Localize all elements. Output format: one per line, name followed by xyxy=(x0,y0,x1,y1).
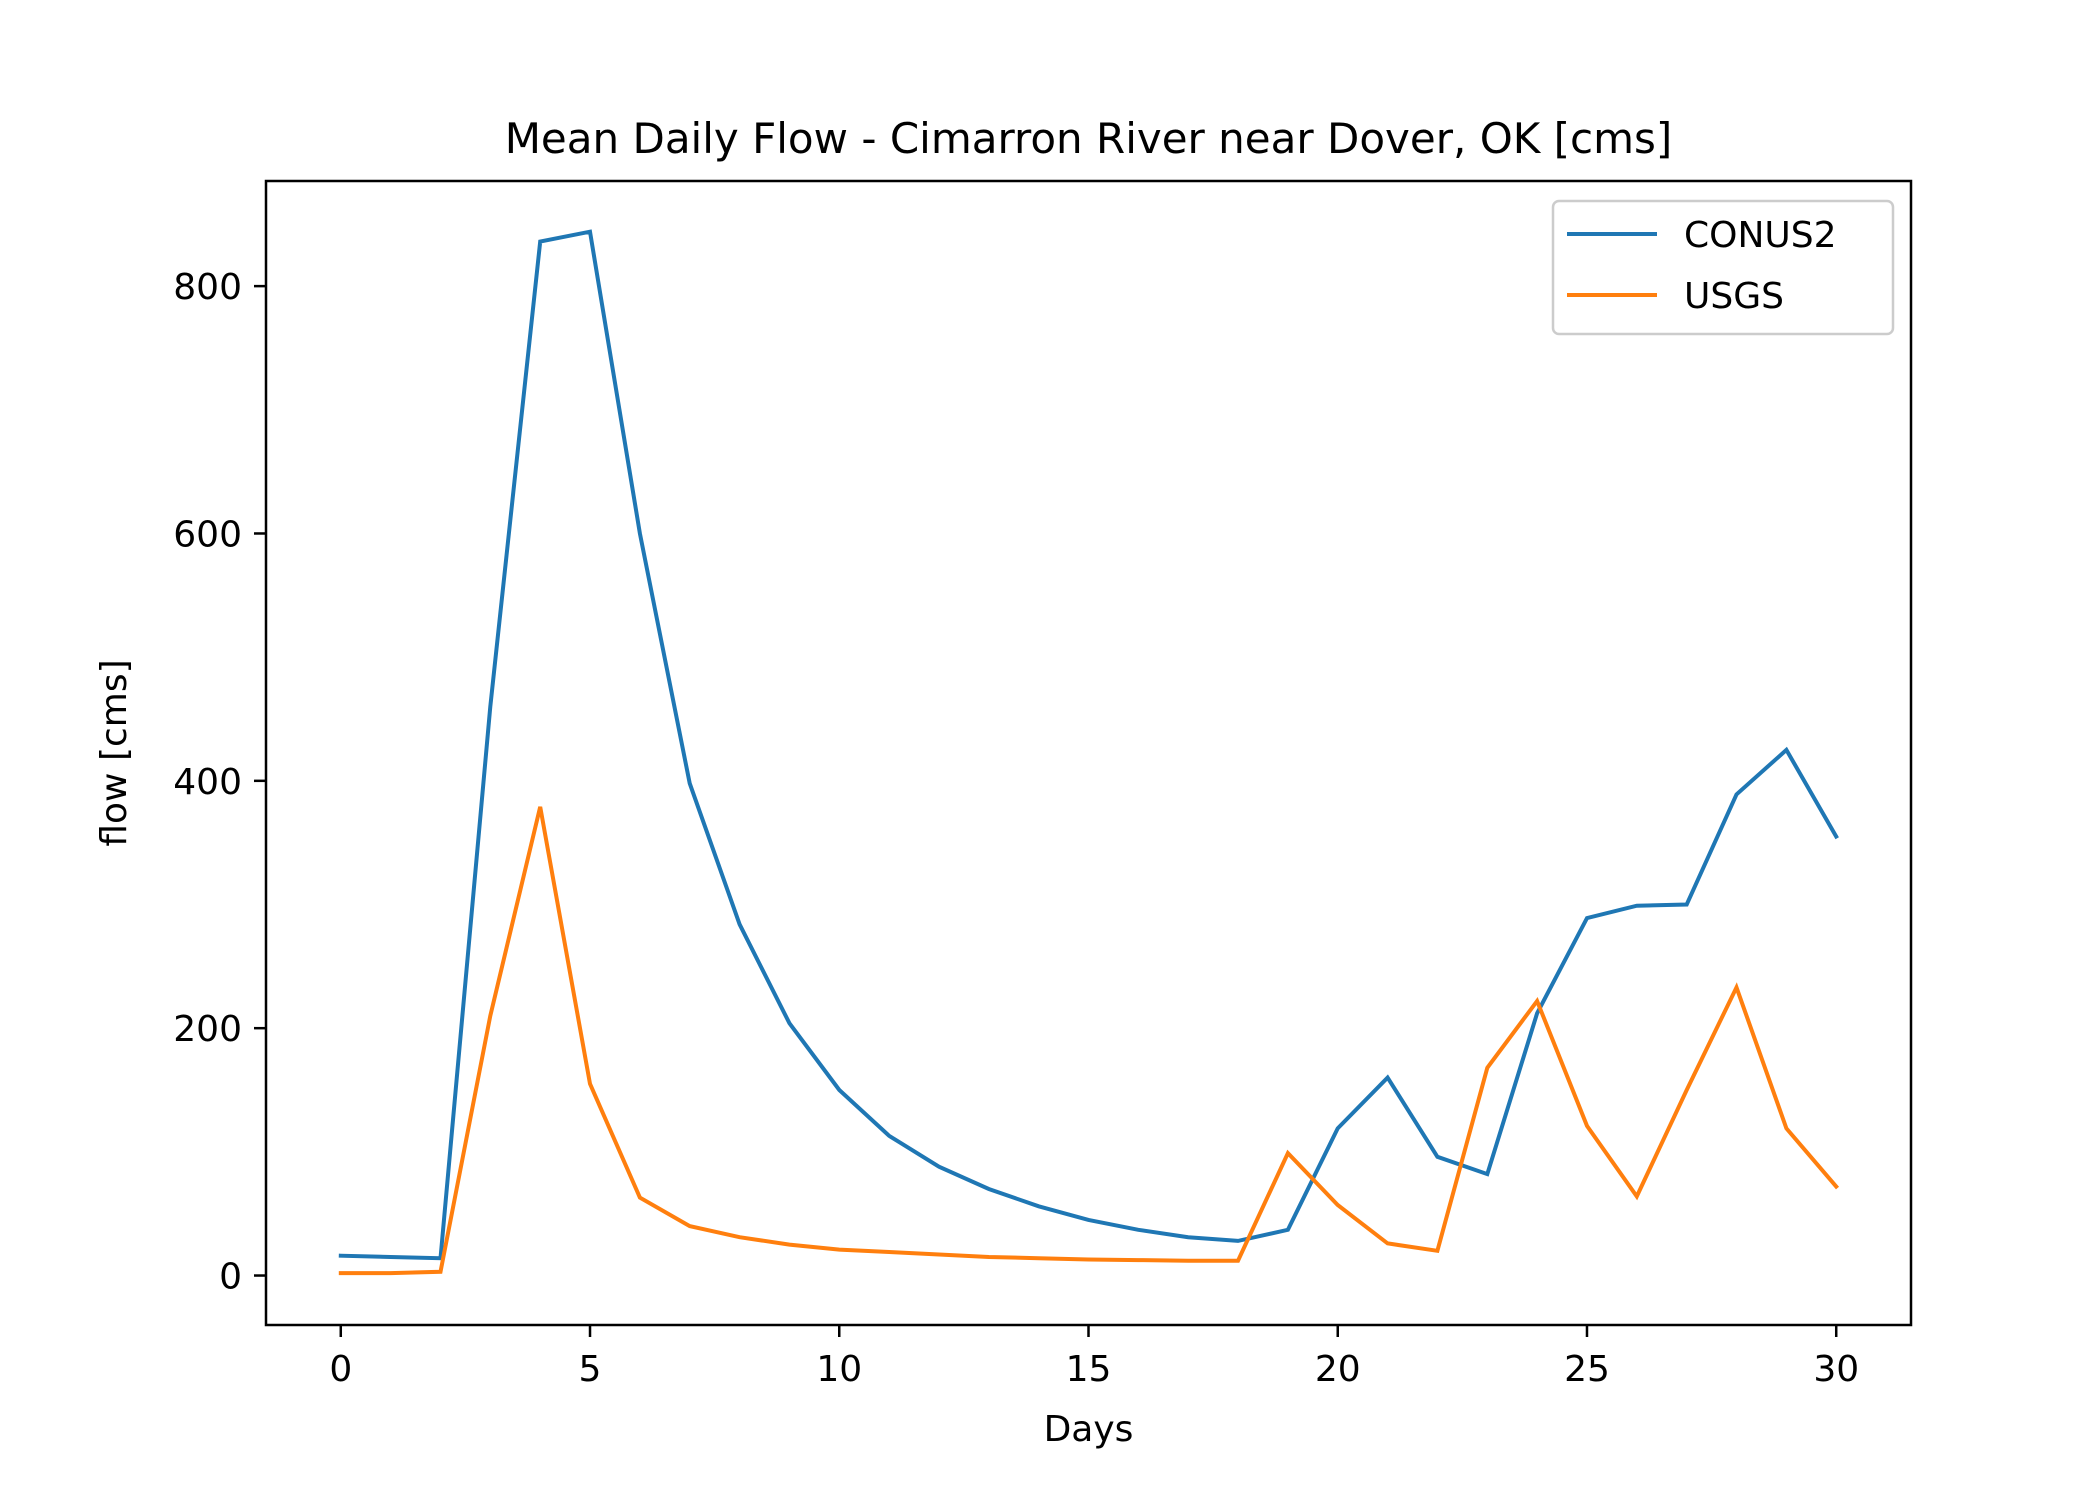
x-tick-label: 0 xyxy=(329,1349,352,1390)
y-axis: 0 200 400 600 800 xyxy=(173,267,266,1298)
y-tick-label: 600 xyxy=(173,514,242,555)
x-tick-label: 30 xyxy=(1813,1349,1859,1390)
legend: CONUS2 USGS xyxy=(1551,199,1895,336)
y-tick-label: 800 xyxy=(173,267,242,308)
series-line-usgs xyxy=(338,806,1840,1276)
plot-lines xyxy=(338,229,1840,1276)
y-tick-label: 0 xyxy=(219,1257,242,1298)
legend-label: USGS xyxy=(1684,276,1784,317)
x-tick-label: 5 xyxy=(579,1349,602,1390)
y-tick-label: 200 xyxy=(173,1009,242,1050)
chart-title: Mean Daily Flow - Cimarron River near Do… xyxy=(505,114,1673,163)
x-tick-label: 10 xyxy=(816,1349,862,1390)
y-tick-label: 400 xyxy=(173,762,242,803)
plot-frame xyxy=(264,179,1913,1327)
x-axis: 0 5 10 15 20 25 30 xyxy=(329,1325,1859,1390)
series-line-conus2 xyxy=(338,229,1839,1261)
legend-label: CONUS2 xyxy=(1684,215,1837,256)
x-axis-label: Days xyxy=(1044,1409,1134,1450)
x-tick-label: 25 xyxy=(1564,1349,1610,1390)
x-tick-label: 15 xyxy=(1066,1349,1112,1390)
y-axis-label: flow [cms] xyxy=(94,659,135,846)
x-tick-label: 20 xyxy=(1315,1349,1361,1390)
